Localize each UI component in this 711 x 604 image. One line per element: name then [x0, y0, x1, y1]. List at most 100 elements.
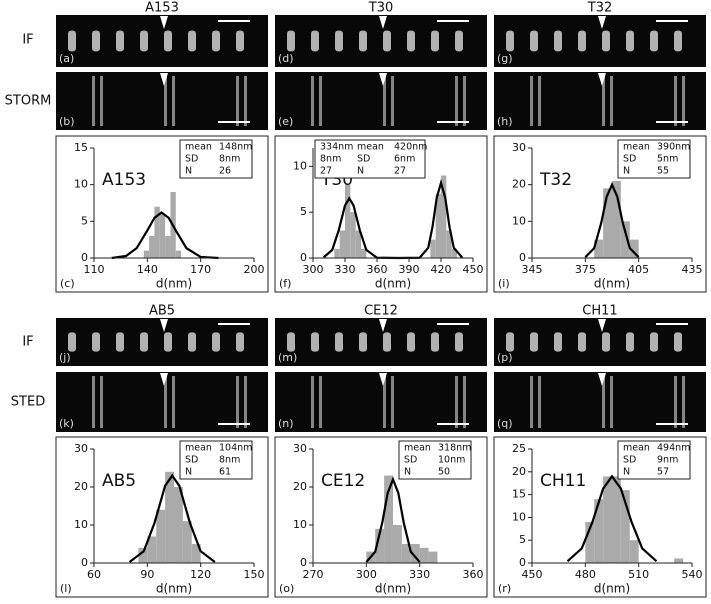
stats-box	[179, 139, 253, 179]
band	[100, 76, 103, 126]
x-tick-label: 450	[463, 263, 484, 276]
stats-text: N	[623, 166, 630, 177]
band	[578, 30, 586, 52]
stats-text: 390nm	[657, 142, 690, 153]
bar	[401, 544, 411, 563]
bar	[629, 239, 639, 258]
panel-label: (e)	[278, 115, 293, 128]
x-tick-label: 140	[137, 263, 158, 276]
band	[188, 30, 196, 52]
band	[140, 30, 148, 52]
bar	[138, 547, 148, 563]
fit-curve	[566, 474, 658, 562]
band	[311, 376, 314, 428]
band	[92, 76, 95, 126]
x-axis-label: d(nm)	[375, 582, 411, 596]
stats-text: 104nm	[219, 443, 252, 454]
y-tick-label: 0	[300, 556, 307, 569]
x-axis-label: d(nm)	[594, 582, 630, 596]
stats-text: SD	[404, 455, 417, 466]
panel-label: (j)	[59, 351, 71, 364]
stats-text: N	[185, 166, 192, 177]
stats-text: SD	[623, 455, 636, 466]
panel-label: (i)	[498, 277, 510, 290]
band	[530, 376, 533, 428]
band	[463, 76, 466, 126]
arrowhead	[598, 73, 606, 86]
stats-text: 27	[320, 166, 332, 177]
panel-label: (b)	[59, 115, 75, 128]
band	[164, 332, 172, 352]
bar	[435, 193, 441, 258]
stats-box	[314, 139, 426, 179]
chart-frame	[55, 135, 269, 293]
x-tick-label: 90	[140, 568, 154, 581]
x-tick-label: 270	[303, 568, 324, 581]
arrowhead	[598, 373, 606, 386]
y-tick-label: 5	[81, 214, 88, 227]
micrograph	[275, 72, 487, 130]
x-tick-label: 60	[87, 568, 101, 581]
micrograph	[494, 372, 706, 432]
bar	[143, 250, 150, 258]
bar	[345, 184, 351, 258]
band	[530, 30, 538, 52]
x-tick-label: 480	[575, 568, 596, 581]
bar	[191, 544, 201, 563]
bar	[384, 475, 393, 563]
x-tick-label: 300	[303, 263, 324, 276]
y-tick-label: 15	[512, 488, 526, 501]
x-tick-label: 300	[356, 568, 377, 581]
band	[172, 376, 175, 428]
fit-curve	[111, 211, 219, 260]
band	[116, 332, 124, 352]
band	[431, 30, 439, 52]
stats-text: 148nm	[219, 142, 252, 153]
stats-text: 6nm	[394, 154, 415, 165]
band	[311, 332, 319, 352]
stats-box	[179, 440, 253, 480]
band	[455, 76, 458, 126]
band	[463, 376, 466, 428]
y-tick-label: 5	[519, 533, 526, 546]
bar	[156, 509, 166, 563]
bar	[393, 525, 402, 563]
band	[407, 30, 415, 52]
bar	[175, 250, 182, 258]
x-tick-label: 170	[190, 263, 211, 276]
x-tick-label: 110	[84, 263, 105, 276]
panel-label: (q)	[497, 417, 513, 430]
band	[602, 376, 605, 428]
y-tick-label: 10	[293, 518, 307, 531]
band	[674, 376, 677, 428]
band	[164, 376, 167, 428]
fit-curve	[365, 476, 421, 563]
stats-text: N	[185, 467, 192, 478]
x-tick-label: 200	[244, 263, 265, 276]
stats-text: 26	[219, 166, 231, 177]
chart-frame	[493, 135, 707, 293]
band	[359, 332, 367, 352]
stats-text: N	[404, 467, 411, 478]
band	[530, 332, 538, 352]
row-label: STORM	[5, 94, 52, 109]
bar	[410, 544, 420, 563]
x-tick-label: 360	[367, 263, 388, 276]
stats-text: 57	[657, 467, 669, 478]
band	[335, 30, 343, 52]
band	[383, 76, 386, 126]
arrowhead	[160, 373, 168, 386]
bar	[620, 490, 630, 563]
band	[244, 76, 247, 126]
band	[319, 376, 322, 428]
panel-label: (p)	[497, 351, 513, 364]
bar	[334, 248, 340, 258]
column-header: CH11	[582, 304, 617, 319]
band	[674, 30, 682, 52]
x-axis-label: d(nm)	[156, 277, 192, 291]
band	[311, 76, 314, 126]
y-tick-label: 10	[74, 518, 88, 531]
band	[236, 30, 244, 52]
stats-text: 420nm	[394, 142, 427, 153]
